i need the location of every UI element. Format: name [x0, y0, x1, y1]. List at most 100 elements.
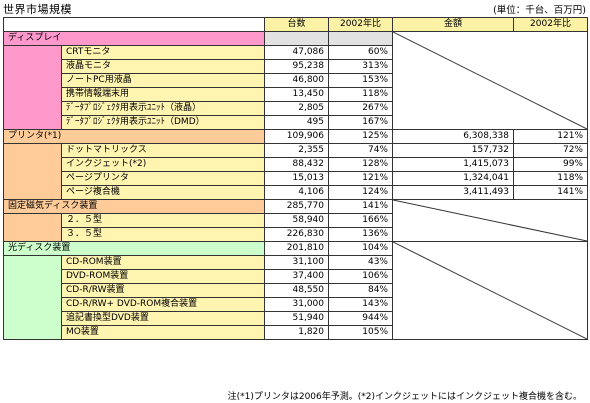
table-row: 液晶モニタ 95,238 313%	[4, 59, 588, 74]
section-name: ディスプレイ	[3, 31, 265, 46]
section-name: 光ディスク装置	[3, 241, 265, 256]
item-amount-yoy: 141%	[513, 185, 588, 200]
item-amount-yoy: 99%	[513, 157, 588, 172]
market-size-table: 台数 2002年比 金額 2002年比 ディスプレイ CRTモニタ 47,086 60…	[3, 17, 588, 340]
table-row: ページ複合機 4,106 124% 3,411,493 141%	[4, 185, 588, 200]
section-row: ディスプレイ	[3, 31, 588, 130]
item-name: 追記書換型DVD装置	[61, 311, 265, 326]
item-units-yoy: 121%	[328, 171, 393, 186]
item-units: 1,820	[264, 325, 329, 340]
table-row: CD-ROM装置 31,100 43%	[3, 255, 588, 340]
table-row: CRTモニタ 47,086 60%	[3, 45, 588, 130]
section-row: 光ディスク装置 201,810 104%	[3, 241, 588, 340]
section-units-yoy	[328, 31, 393, 46]
item-units-yoy: 60%	[328, 45, 393, 60]
item-name: MO装置	[61, 325, 265, 340]
item-name: ページプリンタ	[61, 171, 265, 186]
item-name: ３．５型	[61, 227, 265, 242]
item-name: ページ複合機	[61, 185, 265, 200]
item-name: ノートPC用液晶	[61, 73, 265, 88]
item-units-yoy: 944%	[328, 311, 393, 326]
section-row: プリンタ(*1) 109,906 125% 6,308,338 121%	[3, 129, 588, 144]
item-name: ﾃﾞｰﾀﾌﾟﾛｼﾞｪｸﾀ用表示ﾕﾆｯﾄ（液晶）	[61, 101, 265, 116]
item-name: ドットマトリックス	[61, 143, 265, 158]
section-units: 285,770	[264, 199, 329, 214]
section-name: プリンタ(*1)	[3, 129, 265, 144]
item-name: ２．５型	[61, 213, 265, 228]
section-amount: 6,308,338	[392, 129, 514, 144]
item-name: DVD-ROM装置	[61, 269, 265, 284]
item-units: 31,100	[264, 255, 329, 270]
item-units-yoy: 166%	[328, 213, 393, 228]
section-units: 109,906	[264, 129, 329, 144]
section-row: 固定磁気ディスク装置 285,770 141%	[3, 199, 588, 242]
item-units-yoy: 84%	[328, 283, 393, 298]
section-indent	[3, 255, 62, 340]
item-units: 88,432	[264, 157, 329, 172]
section-units-yoy: 125%	[328, 129, 393, 144]
section-indent	[3, 143, 62, 200]
item-units-yoy: 313%	[328, 59, 393, 74]
item-units-yoy: 105%	[328, 325, 393, 340]
table-row: 追記書換型DVD装置 51,940 944%	[4, 311, 588, 326]
item-units: 46,800	[264, 73, 329, 88]
header-units-yoy: 2002年比	[328, 17, 393, 32]
table-row: CD-R/RW+ DVD-ROM複合装置 31,000 143%	[4, 297, 588, 312]
item-units: 2,805	[264, 101, 329, 116]
item-amount: 157,732	[392, 143, 514, 158]
table-row: ３．５型 226,830 136%	[4, 227, 588, 242]
header-units: 台数	[264, 17, 329, 32]
amount-not-applicable	[392, 199, 588, 242]
item-amount: 3,411,493	[392, 185, 514, 200]
item-amount: 1,415,073	[392, 157, 514, 172]
section-units	[264, 31, 329, 46]
item-units: 4,106	[264, 185, 329, 200]
item-units-yoy: 136%	[328, 227, 393, 242]
section-units-yoy: 141%	[328, 199, 393, 214]
table-row: DVD-ROM装置 37,400 106%	[4, 269, 588, 284]
item-units: 2,355	[264, 143, 329, 158]
item-name: ﾃﾞｰﾀﾌﾟﾛｼﾞｪｸﾀ用表示ﾕﾆｯﾄ（DMD）	[61, 115, 265, 130]
item-units: 58,940	[264, 213, 329, 228]
item-name: CRTモニタ	[61, 45, 265, 60]
amount-not-applicable	[392, 241, 588, 340]
item-units-yoy: 267%	[328, 101, 393, 116]
table-row: ﾃﾞｰﾀﾌﾟﾛｼﾞｪｸﾀ用表示ﾕﾆｯﾄ（液晶） 2,805 267%	[4, 101, 588, 116]
section-units-yoy: 104%	[328, 241, 393, 256]
item-units-yoy: 143%	[328, 297, 393, 312]
item-name: CD-R/RW+ DVD-ROM複合装置	[61, 297, 265, 312]
item-units: 48,550	[264, 283, 329, 298]
section-indent	[3, 213, 62, 242]
item-units: 226,830	[264, 227, 329, 242]
item-name: インクジェット(*2)	[61, 157, 265, 172]
item-units-yoy: 167%	[328, 115, 393, 130]
item-amount-yoy: 72%	[513, 143, 588, 158]
section-indent	[3, 45, 62, 130]
table-row: CD-R/RW装置 48,550 84%	[4, 283, 588, 298]
page-title: 世界市場規模	[3, 3, 72, 16]
item-units: 37,400	[264, 269, 329, 284]
table-body: 台数 2002年比 金額 2002年比 ディスプレイ CRTモニタ 47,086 60…	[3, 17, 588, 340]
item-units: 15,013	[264, 171, 329, 186]
item-name: CD-R/RW装置	[61, 283, 265, 298]
item-name: 携帯情報端末用	[61, 87, 265, 102]
header-amount: 金額	[392, 17, 514, 32]
item-units: 31,000	[264, 297, 329, 312]
item-units: 495	[264, 115, 329, 130]
item-name: CD-ROM装置	[61, 255, 265, 270]
item-units-yoy: 74%	[328, 143, 393, 158]
item-amount: 1,324,041	[392, 171, 514, 186]
item-units-yoy: 124%	[328, 185, 393, 200]
item-units: 13,450	[264, 87, 329, 102]
item-units-yoy: 106%	[328, 269, 393, 284]
table-row: ドットマトリックス 2,355 74% 157,732 72%	[3, 143, 588, 200]
table-row: インクジェット(*2) 88,432 128% 1,415,073 99%	[4, 157, 588, 172]
item-units: 47,086	[264, 45, 329, 60]
section-amount-yoy: 121%	[513, 129, 588, 144]
item-units: 51,940	[264, 311, 329, 326]
table-row: ページプリンタ 15,013 121% 1,324,041 118%	[4, 171, 588, 186]
table-row: 携帯情報端末用 13,450 118%	[4, 87, 588, 102]
item-name: 液晶モニタ	[61, 59, 265, 74]
table-row: MO装置 1,820 105%	[4, 325, 588, 340]
header-blank	[3, 17, 265, 32]
